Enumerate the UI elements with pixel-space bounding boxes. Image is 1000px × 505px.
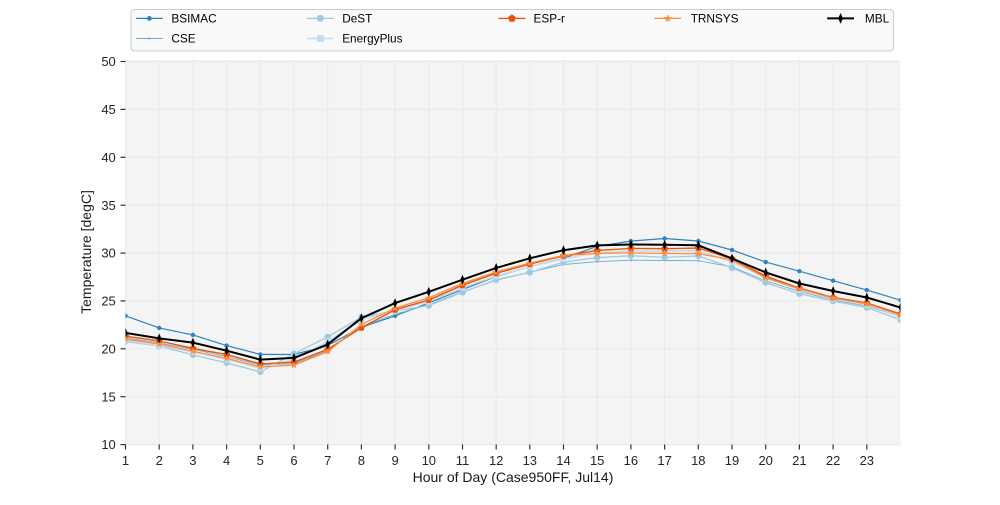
svg-text:20: 20 xyxy=(101,341,115,356)
svg-text:12: 12 xyxy=(489,453,503,468)
svg-text:14: 14 xyxy=(556,453,570,468)
svg-text:2: 2 xyxy=(156,453,163,468)
svg-text:21: 21 xyxy=(792,453,806,468)
svg-text:13: 13 xyxy=(523,453,537,468)
svg-text:Temperature [degC]: Temperature [degC] xyxy=(78,190,94,314)
svg-text:CSE: CSE xyxy=(171,32,195,46)
svg-text:23: 23 xyxy=(860,453,874,468)
svg-text:5: 5 xyxy=(257,453,264,468)
svg-text:9: 9 xyxy=(391,453,398,468)
svg-text:15: 15 xyxy=(590,453,604,468)
svg-text:1: 1 xyxy=(122,453,129,468)
svg-text:17: 17 xyxy=(657,453,671,468)
svg-text:22: 22 xyxy=(826,453,840,468)
svg-text:20: 20 xyxy=(758,453,772,468)
svg-text:10: 10 xyxy=(101,437,115,452)
svg-text:Hour of Day (Case950FF, Jul14): Hour of Day (Case950FF, Jul14) xyxy=(413,469,614,485)
svg-text:19: 19 xyxy=(725,453,739,468)
svg-text:11: 11 xyxy=(456,453,470,468)
svg-text:DeST: DeST xyxy=(342,12,372,26)
svg-text:25: 25 xyxy=(101,294,115,309)
svg-text:18: 18 xyxy=(691,453,705,468)
svg-text:4: 4 xyxy=(223,453,230,468)
svg-text:10: 10 xyxy=(422,453,436,468)
svg-text:45: 45 xyxy=(101,102,115,117)
svg-text:15: 15 xyxy=(101,389,115,404)
svg-text:3: 3 xyxy=(189,453,196,468)
svg-text:ESP-r: ESP-r xyxy=(534,12,566,26)
svg-text:TRNSYS: TRNSYS xyxy=(691,12,739,26)
svg-text:16: 16 xyxy=(624,453,638,468)
svg-text:8: 8 xyxy=(358,453,365,468)
svg-text:40: 40 xyxy=(101,150,115,165)
svg-text:7: 7 xyxy=(324,453,331,468)
svg-text:50: 50 xyxy=(101,54,115,69)
svg-text:EnergyPlus: EnergyPlus xyxy=(342,32,402,46)
svg-text:BSIMAC: BSIMAC xyxy=(171,12,217,26)
svg-text:35: 35 xyxy=(101,198,115,213)
svg-text:MBL: MBL xyxy=(865,12,890,26)
svg-text:30: 30 xyxy=(101,246,115,261)
svg-text:6: 6 xyxy=(290,453,297,468)
